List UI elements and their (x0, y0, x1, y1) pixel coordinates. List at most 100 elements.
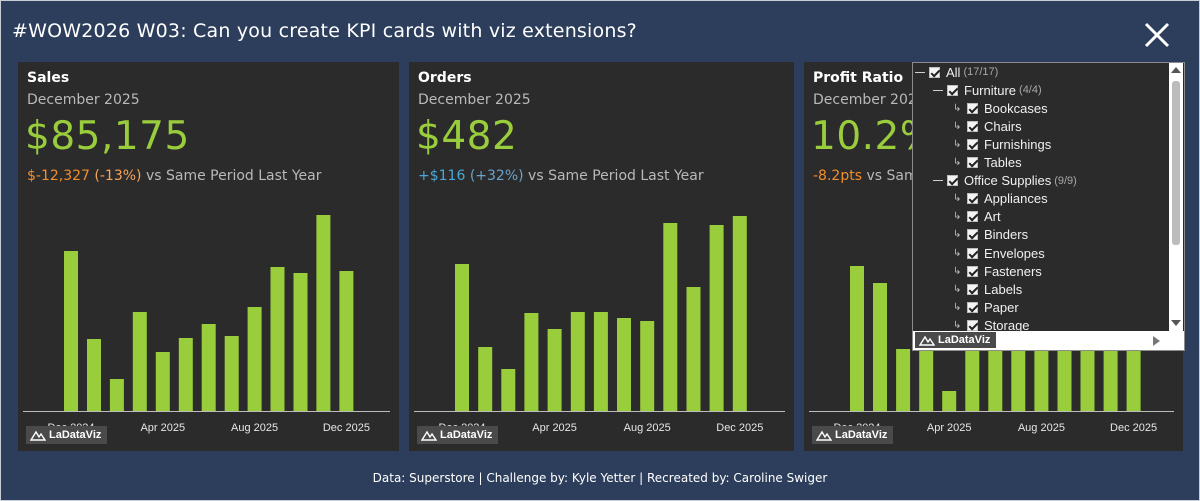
checkbox-checked[interactable] (967, 157, 978, 168)
filter-item-labels[interactable]: ↳ Labels (953, 280, 1022, 298)
card-comparison: $-12,327 (-13%) vs Same Period Last Year (27, 168, 322, 184)
filter-item-binders[interactable]: ↳ Binders (953, 226, 1028, 244)
bar-13[interactable] (339, 271, 354, 411)
checkbox-checked[interactable] (967, 120, 978, 132)
bar-1[interactable] (850, 266, 864, 411)
bar-6[interactable] (178, 338, 193, 411)
bar-11[interactable] (686, 287, 701, 411)
tree-child-arrow-icon: ↳ (953, 301, 962, 313)
bar-5[interactable] (547, 329, 562, 411)
filter-item-appliances[interactable]: ↳ Appliances (953, 190, 1048, 208)
filter-item-label: Appliances (984, 191, 1048, 207)
bar-3[interactable] (896, 349, 911, 411)
bar-7[interactable] (593, 312, 608, 411)
checkbox-checked[interactable] (967, 283, 978, 295)
filter-item-label: Binders (984, 227, 1029, 243)
bar-6[interactable] (570, 312, 585, 411)
checkbox-checked[interactable] (967, 229, 978, 241)
filter-scrollbar-thumb[interactable] (1172, 81, 1180, 245)
filter-item-label: Furnishings (984, 136, 1052, 152)
checkbox-checked[interactable] (947, 175, 958, 187)
tree-collapse-icon[interactable] (933, 180, 943, 182)
filter-item-all[interactable]: All (17/17) (915, 63, 998, 81)
checkbox-checked[interactable] (967, 265, 978, 277)
scroll-up-arrow-icon[interactable] (1171, 67, 1181, 73)
kpi-card-sales[interactable]: Sales December 2025 $85,175 $-12,327 (-1… (18, 62, 399, 451)
card-comparison: +$116 (+32%) vs Same Period Last Year (418, 168, 704, 184)
bar-10[interactable] (270, 267, 285, 411)
category-filter-dropdown[interactable]: LaDataViz All (17/17) Furniture (4/4) ↳ Bookc… (912, 62, 1185, 351)
filter-item-office-supplies[interactable]: Office Supplies (9/9) (933, 172, 1077, 190)
checkbox-checked[interactable] (967, 301, 978, 313)
brand-label: LaDataViz (938, 334, 991, 346)
bar-9[interactable] (640, 321, 655, 411)
filter-item-furnishings[interactable]: ↳ Furnishings (953, 135, 1051, 153)
tree-collapse-icon[interactable] (915, 71, 925, 73)
close-icon[interactable] (1140, 18, 1174, 52)
filter-item-label: Paper (984, 299, 1019, 315)
filter-item-fasteners[interactable]: ↳ Fasteners (953, 262, 1042, 280)
filter-horizontal-scrollbar[interactable]: LaDataViz (913, 331, 1184, 350)
tree-collapse-icon[interactable] (933, 89, 943, 91)
delta-value: $-12,327 (27, 168, 90, 184)
checkbox-checked[interactable] (967, 138, 978, 150)
filter-item-bookcases[interactable]: ↳ Bookcases (953, 99, 1048, 117)
kpi-card-orders[interactable]: Orders December 2025 $482 +$116 (+32%) v… (409, 62, 794, 451)
tree-child-arrow-icon: ↳ (953, 157, 962, 168)
bar-3[interactable] (501, 369, 516, 411)
bar-3[interactable] (109, 379, 124, 411)
checkbox-checked[interactable] (967, 247, 978, 259)
x-tick-label: Apr 2025 (140, 422, 185, 434)
filter-item-tables[interactable]: ↳ Tables (953, 154, 1022, 172)
checkbox-checked[interactable] (967, 193, 978, 205)
tree-child-arrow-icon: ↳ (953, 265, 962, 277)
filter-item-label: Fasteners (984, 263, 1042, 279)
bar-2[interactable] (87, 339, 101, 411)
bar-8[interactable] (224, 336, 239, 411)
filter-item-furniture[interactable]: Furniture (4/4) (933, 81, 1042, 99)
checkbox-checked[interactable] (967, 102, 978, 114)
ladataviz-logo-icon (421, 430, 437, 441)
filter-item-label: Bookcases (984, 100, 1048, 116)
bar-8[interactable] (617, 318, 631, 411)
bar-2[interactable] (478, 347, 493, 411)
scroll-right-arrow-icon[interactable] (1153, 336, 1160, 346)
bar-1[interactable] (455, 264, 469, 411)
compare-text: vs Same Period Last Year (145, 168, 322, 184)
x-tick-label: Aug 2025 (1018, 422, 1065, 434)
filter-item-chairs[interactable]: ↳ Chairs (953, 117, 1022, 135)
delta-value: +$116 (418, 168, 466, 184)
bar-2[interactable] (873, 283, 887, 411)
scroll-down-arrow-icon[interactable] (1171, 320, 1181, 326)
filter-item-label: Tables (984, 155, 1022, 170)
card-title: Profit Ratio (813, 70, 904, 86)
ladataviz-logo-icon (919, 335, 935, 346)
checkbox-checked[interactable] (967, 211, 978, 223)
bar-4[interactable] (524, 313, 539, 411)
filter-item-envelopes[interactable]: ↳ Envelopes (953, 244, 1045, 262)
checkbox-checked[interactable] (947, 84, 958, 96)
filter-item-art[interactable]: ↳ Art (953, 208, 1001, 226)
compare-text: vs Same Period Last Year (528, 168, 704, 184)
x-tick-label: Dec 2025 (1110, 422, 1157, 434)
filter-item-label: Envelopes (984, 245, 1045, 261)
filter-item-paper[interactable]: ↳ Paper (953, 298, 1019, 316)
tree-child-arrow-icon: ↳ (953, 138, 962, 150)
filter-item-storage[interactable]: ↳ Storage (953, 316, 1030, 334)
checkbox-checked[interactable] (967, 319, 978, 331)
bar-11[interactable] (293, 273, 308, 411)
bar-5[interactable] (942, 391, 957, 411)
bar-9[interactable] (247, 307, 262, 411)
checkbox-checked[interactable] (929, 66, 940, 78)
bar-10[interactable] (663, 223, 678, 411)
bar-13[interactable] (732, 216, 747, 411)
x-tick-label: Dec 2025 (323, 422, 370, 434)
bar-12[interactable] (709, 225, 724, 411)
bar-4[interactable] (132, 312, 147, 411)
bar-7[interactable] (201, 324, 216, 411)
brand-label: LaDataViz (835, 429, 888, 441)
tree-child-arrow-icon: ↳ (953, 283, 962, 295)
bar-5[interactable] (155, 352, 170, 411)
bar-12[interactable] (316, 215, 331, 411)
bar-1[interactable] (64, 251, 78, 411)
